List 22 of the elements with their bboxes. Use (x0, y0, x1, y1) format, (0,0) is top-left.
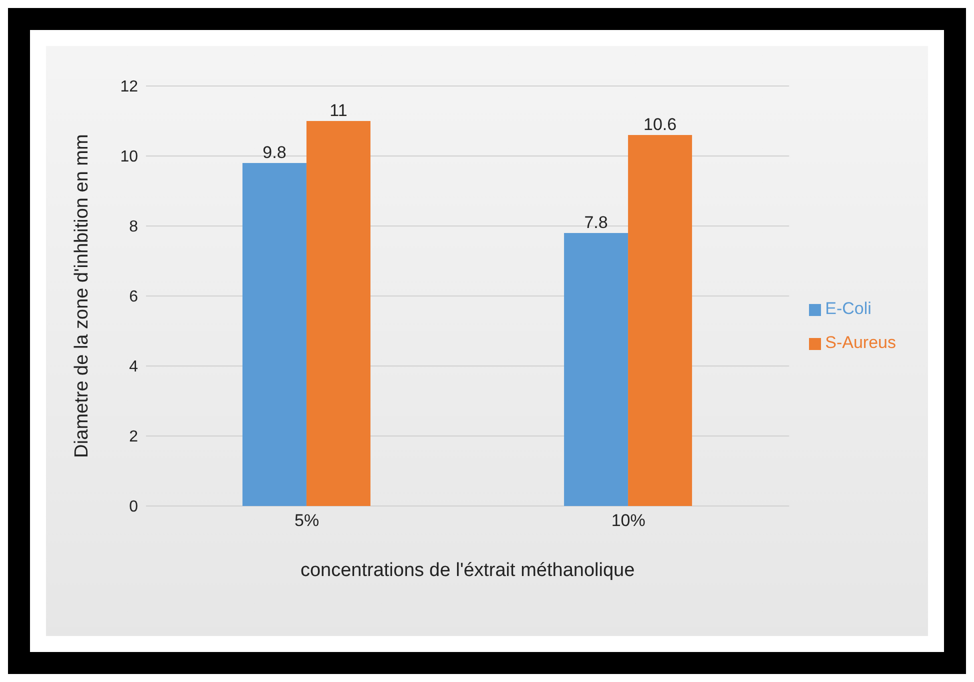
bar (628, 135, 692, 506)
y-tick-label: 4 (129, 358, 138, 376)
y-axis-title: Diametre de la zone d'inhbition en mm (72, 134, 93, 458)
data-label: 7.8 (584, 213, 608, 232)
bar (306, 121, 370, 506)
bar (564, 233, 628, 506)
x-axis-title: concentrations de l'éxtrait méthanolique (300, 560, 635, 581)
bar (242, 163, 306, 506)
y-tick-label: 2 (129, 428, 138, 446)
y-tick-label: 12 (120, 78, 138, 96)
y-tick-label: 8 (129, 218, 138, 236)
y-tick-label: 6 (129, 288, 138, 306)
legend-label: E-Coli (825, 299, 872, 318)
data-label: 11 (330, 101, 348, 120)
data-label: 9.8 (262, 143, 286, 162)
frame: E-Coli S-Aureus 5% 10% concentrations de l'éxtrait méthanolique 0 2 4 6 8 10 12 Diametre de la zone d'inhbition en mm 9.8 7.8 11 10.6 (8, 8, 966, 674)
y-tick-label: 0 (129, 498, 138, 516)
y-tick-label: 10 (120, 148, 138, 166)
x-tick-label: 5% (294, 511, 320, 530)
x-tick-label: 10% (611, 511, 646, 530)
data-label: 10.6 (643, 115, 677, 134)
legend-label: S-Aureus (825, 333, 896, 352)
